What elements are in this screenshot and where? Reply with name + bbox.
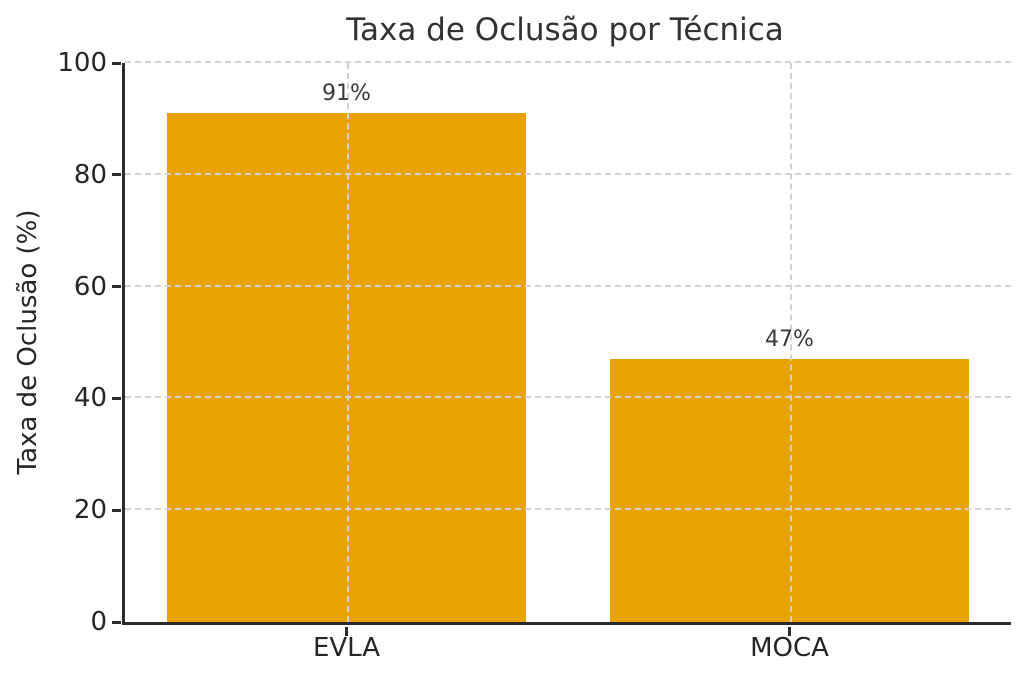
y-tick-40 <box>112 396 121 400</box>
x-tick-label-moca: MOCA <box>750 633 829 663</box>
bar-value-label-evla: 91% <box>322 81 371 107</box>
y-tick-label-40: 40 <box>73 383 107 414</box>
y-tick-label-100: 100 <box>57 48 107 78</box>
y-tick-20 <box>112 508 121 512</box>
x-tick-moca <box>788 627 791 636</box>
y-tick-80 <box>112 173 121 177</box>
gridline-y-20 <box>125 508 1011 511</box>
gridline-x-evla <box>346 63 349 622</box>
plot-area: EVLA 91% MOCA 47% 0 20 40 60 80 100 <box>57 50 1011 661</box>
chart-title: Taxa de Oclusão por Técnica <box>346 12 784 48</box>
gridline-y-100 <box>125 61 1011 63</box>
bar-evla <box>167 113 526 622</box>
y-axis-label: Taxa de Oclusão (%) <box>13 209 43 475</box>
gridline-x-moca <box>789 63 792 622</box>
x-tick-evla <box>345 627 348 636</box>
gridline-y-80 <box>125 172 1011 175</box>
y-tick-label-80: 80 <box>73 159 107 190</box>
gridline-y-60 <box>125 284 1011 287</box>
y-tick-label-0: 0 <box>90 607 107 637</box>
gridline-y-40 <box>125 396 1011 399</box>
y-tick-label-60: 60 <box>73 271 107 302</box>
x-tick-label-evla: EVLA <box>312 633 381 663</box>
y-tick-60 <box>112 285 121 289</box>
bar-value-label-moca: 47% <box>765 327 814 353</box>
y-tick-100 <box>112 61 121 65</box>
y-tick-0 <box>112 620 121 624</box>
bar-moca <box>610 359 969 622</box>
y-tick-label-20: 20 <box>73 495 107 526</box>
